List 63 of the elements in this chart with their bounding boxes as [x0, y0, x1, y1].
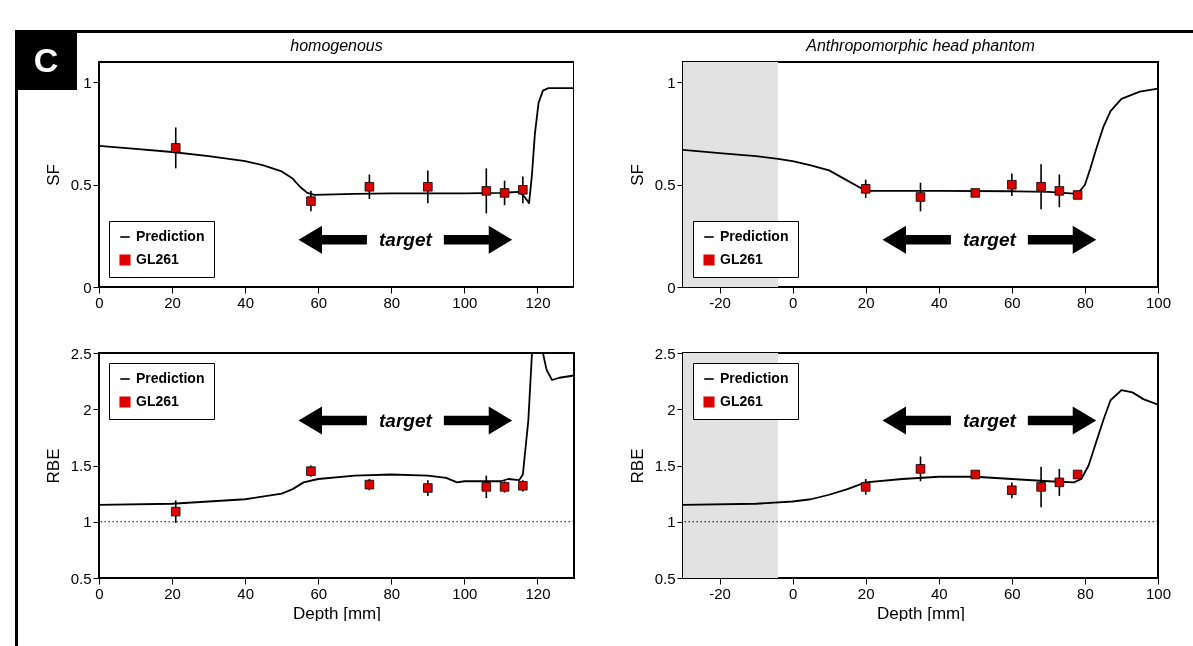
x-tick-label: 0 [788, 293, 798, 311]
y-tick-label: 1 [667, 513, 676, 531]
x-tick-label: 40 [930, 584, 948, 602]
x-tick-label: 20 [857, 584, 875, 602]
x-tick-label: 80 [1077, 584, 1094, 602]
x-tick-label: 0 [788, 584, 798, 602]
y-tick-label: 2 [83, 400, 92, 418]
y-tick-label: 1 [83, 513, 92, 531]
y-axis-title: RBE [43, 448, 63, 484]
legend-label: GL261 [136, 251, 180, 267]
y-tick-label: 0.5 [70, 176, 92, 194]
y-tick-label: 2.5 [654, 344, 676, 362]
x-tick-label: 20 [164, 293, 181, 311]
x-tick-label: 80 [383, 584, 401, 602]
y-tick-label: 0.5 [70, 569, 92, 587]
x-tick-label: 120 [525, 584, 551, 602]
annotation: target [378, 409, 433, 431]
annotation: target [378, 228, 433, 250]
x-tick-label: 80 [383, 293, 401, 311]
x-tick-label: 40 [237, 584, 254, 602]
x-tick-label: 40 [237, 293, 254, 311]
x-tick-label: 120 [525, 293, 551, 311]
text: C [15, 30, 77, 90]
y-tick-label: 2.5 [70, 344, 92, 362]
x-tick-label: 40 [930, 293, 948, 311]
chart-title: Anthropomorphic head phantom [805, 37, 1035, 54]
y-tick-label: 1 [667, 73, 676, 91]
x-tick-label: 60 [310, 584, 328, 602]
legend-label: Prediction [720, 370, 789, 386]
legend-label: GL261 [136, 393, 180, 409]
annotation: target [962, 409, 1017, 431]
x-tick-label: 60 [1004, 584, 1021, 602]
y-tick-label: 1.5 [654, 457, 676, 474]
x-tick-label: 0 [95, 293, 104, 311]
y-axis-title: SF [627, 164, 647, 186]
x-tick-label: 100 [1145, 584, 1172, 602]
legend-label: GL261 [720, 251, 764, 267]
y-tick-label: 0 [667, 278, 676, 296]
legend-label: Prediction [720, 228, 789, 244]
y-tick-label: 0 [83, 278, 92, 296]
x-tick-label: 100 [1145, 293, 1172, 311]
y-tick-label: 1 [83, 73, 92, 91]
legend-label: Prediction [136, 370, 205, 386]
x-tick-label: 100 [452, 584, 478, 602]
chart-title: homogenous [290, 37, 383, 54]
legend-label: GL261 [720, 393, 764, 409]
y-tick-label: 0.5 [654, 176, 676, 194]
x-tick-label: 100 [452, 293, 478, 311]
y-tick-label: 1.5 [70, 457, 92, 474]
x-tick-label: -20 [709, 293, 731, 311]
x-tick-label: 20 [857, 293, 875, 311]
x-tick-label: 20 [164, 584, 181, 602]
x-tick-label: 0 [95, 584, 104, 602]
y-axis-title: SF [43, 164, 63, 186]
annotation: target [962, 228, 1017, 250]
x-tick-label: 60 [310, 293, 328, 311]
y-axis-title: RBE [627, 448, 647, 484]
x-tick-label: 60 [1004, 293, 1021, 311]
legend-label: Prediction [136, 228, 205, 244]
y-tick-label: 0.5 [654, 569, 676, 587]
x-tick-label: -20 [709, 584, 731, 602]
x-tick-label: 80 [1077, 293, 1094, 311]
y-tick-label: 2 [667, 400, 676, 418]
